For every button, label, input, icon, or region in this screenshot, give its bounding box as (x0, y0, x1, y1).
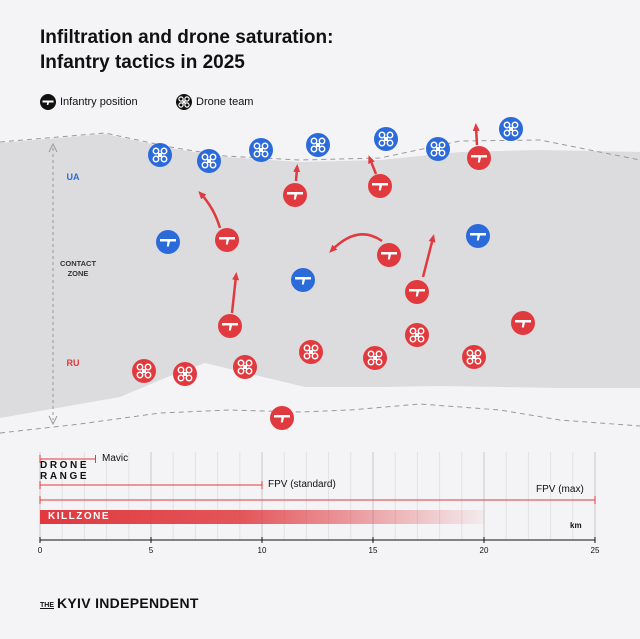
axis-unit-label: km (570, 521, 582, 530)
publisher-logo: THE KYIV INDEPENDENT (40, 595, 199, 611)
legend-drone-label: Drone team (196, 96, 254, 108)
legend-infantry: Infantry position (40, 94, 138, 110)
range-label-mavic: Mavic (102, 453, 129, 464)
ru-infantry-position (467, 146, 491, 170)
title-line-1: Infiltration and drone saturation: (40, 27, 334, 48)
contact-zone-label-line2: ZONE (67, 269, 89, 278)
ua-drone-team (306, 133, 330, 157)
contact-zone-label-line1: CONTACT (59, 259, 97, 268)
ru-infantry-position (218, 314, 242, 338)
movement-arrow (421, 234, 436, 278)
movement-arrow (198, 191, 222, 229)
axis-tick-label: 0 (37, 546, 43, 555)
axis-tick-label: 25 (590, 546, 600, 555)
ua-infantry-position (466, 224, 490, 248)
range-label-fpv-max: FPV (max) (536, 484, 584, 495)
movement-arrow (293, 164, 301, 182)
axis-tick-label: 15 (368, 546, 378, 555)
ru-drone-team (233, 355, 257, 379)
axis-tick-label: 20 (479, 546, 489, 555)
drone-range-chart (39, 452, 596, 543)
legend-infantry-label: Infantry position (60, 96, 138, 108)
ua-infantry-position (156, 230, 180, 254)
ru-frontline (0, 403, 640, 434)
ru-drone-team (363, 346, 387, 370)
ru-infantry-position (283, 183, 307, 207)
ru-infantry-position (405, 280, 429, 304)
ua-drone-team (426, 137, 450, 161)
killzone-label: KILLZONE (48, 511, 110, 522)
ua-drone-team (197, 149, 221, 173)
legend-drone: Drone team (176, 94, 253, 110)
ru-drone-team (299, 340, 323, 364)
axis-tick-label: 10 (257, 546, 267, 555)
ru-zone-label: RU (66, 358, 80, 368)
axis-tick-label: 5 (148, 546, 154, 555)
ru-drone-team (405, 323, 429, 347)
movement-arrow (368, 155, 378, 175)
ru-drone-team (132, 359, 156, 383)
killzone-bar (40, 510, 484, 524)
publisher-logo-name: KYIV INDEPENDENT (57, 595, 199, 611)
ua-drone-team (374, 127, 398, 151)
ru-drone-team (173, 362, 197, 386)
contact-zone-label: CONTACT ZONE (50, 259, 106, 279)
ua-drone-team (148, 143, 172, 167)
ru-infantry-position (511, 311, 535, 335)
drone-range-title-line1: DRONE (40, 460, 90, 471)
quadcopter-icon (176, 94, 192, 110)
ru-infantry-position (270, 406, 294, 430)
publisher-logo-the: THE (40, 602, 54, 609)
ua-zone-label: UA (66, 172, 80, 182)
drone-range-title: DRONE RANGE (40, 460, 89, 482)
ua-drone-team (499, 117, 523, 141)
range-label-fpv-standard: FPV (standard) (268, 479, 336, 490)
rifle-icon (40, 94, 56, 110)
ru-drone-team (462, 345, 486, 369)
drone-range-title-line2: RANGE (40, 471, 90, 482)
movement-arrow (230, 272, 240, 314)
title-line-2: Infantry tactics in 2025 (40, 52, 245, 73)
depth-arrow-bottom (48, 415, 58, 426)
ru-infantry-position (215, 228, 239, 252)
depth-arrow-top (48, 142, 58, 153)
movement-arrow (329, 233, 383, 253)
page-title: Infiltration and drone saturation: Infan… (40, 25, 333, 75)
ua-drone-team (249, 138, 273, 162)
ua-infantry-position (291, 268, 315, 292)
ru-infantry-position (368, 174, 392, 198)
ru-infantry-position (377, 243, 401, 267)
movement-arrow (472, 123, 480, 146)
